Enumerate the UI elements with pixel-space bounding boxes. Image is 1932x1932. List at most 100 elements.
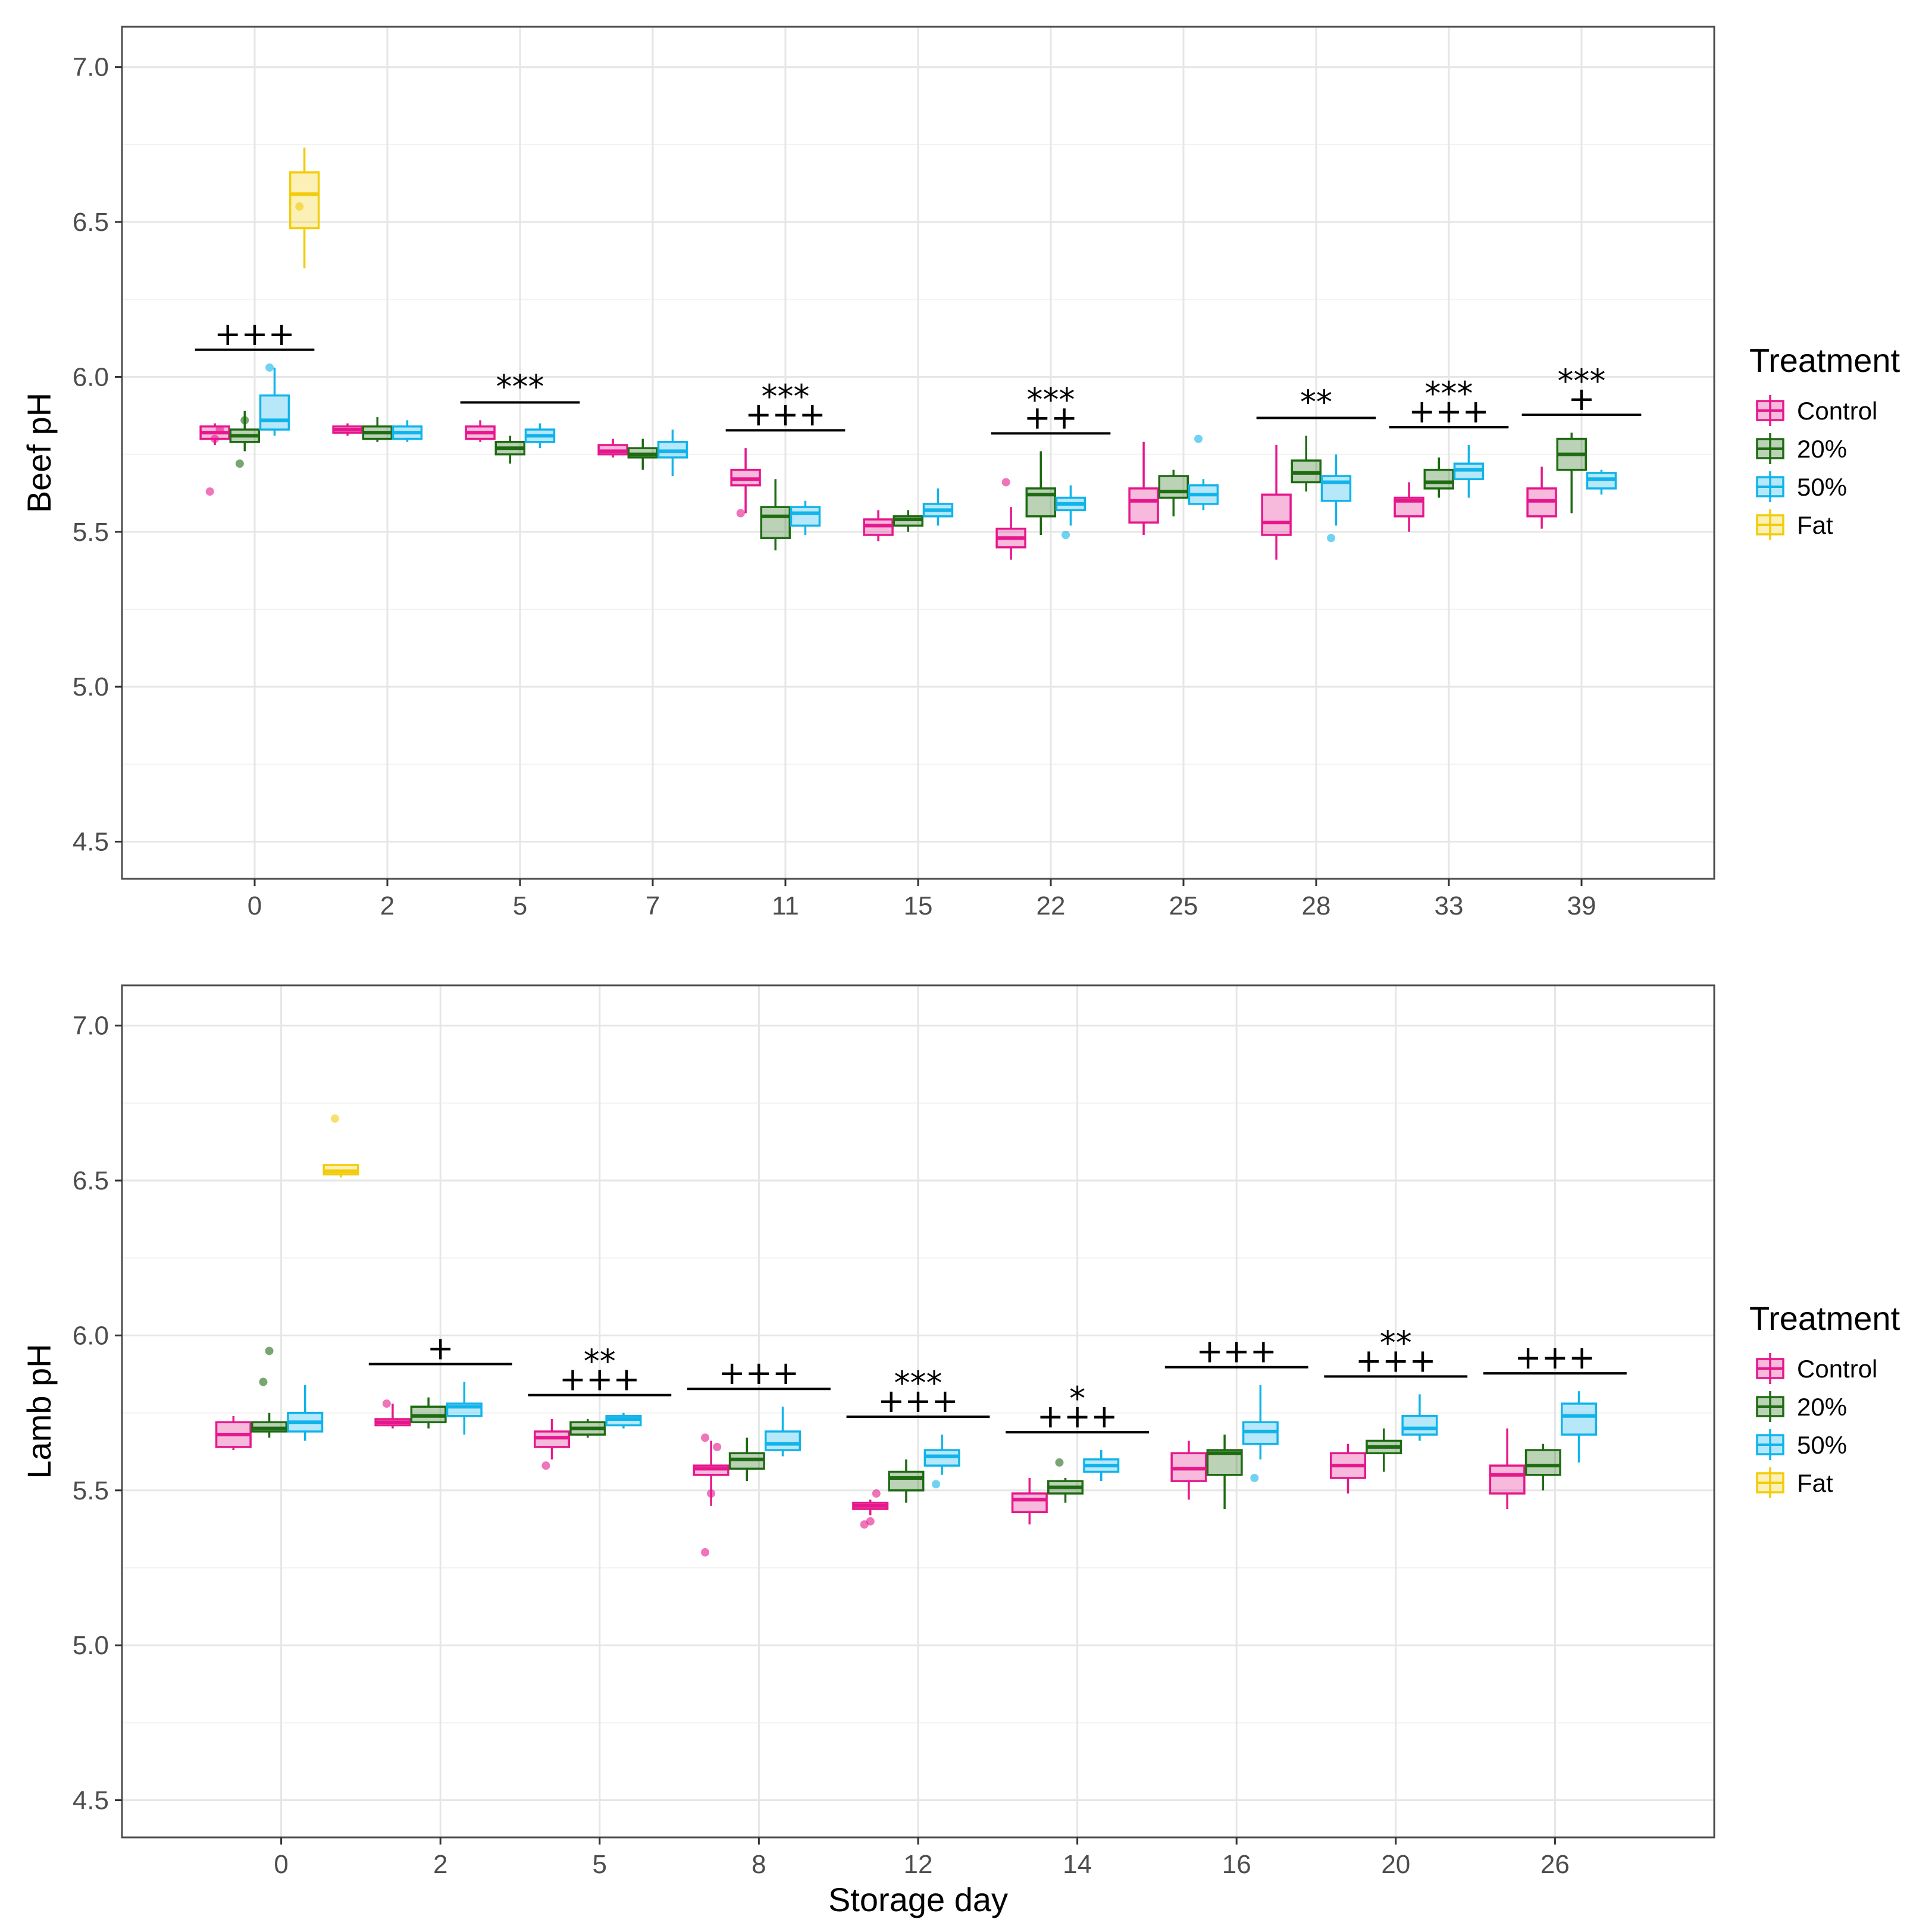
lamb-y-axis-title: Lamb pH [20,1344,58,1479]
lamb-box-control [534,1419,571,1470]
beef-x-tick-label: 11 [772,891,799,920]
box [1401,1415,1438,1436]
significance-plus: +++ [745,396,826,433]
significance-plus: +++ [1196,1333,1277,1370]
lamb-box-control [374,1399,411,1429]
beef-box-20pct [1025,451,1056,535]
beef-x-tick-label: 22 [1037,891,1066,920]
beef-box-20pct [1158,469,1189,516]
lamb-box-fat [322,1114,359,1178]
beef-x-tick-label: 28 [1302,891,1331,920]
data-point [235,459,244,468]
lamb-x-tick-label: 20 [1381,1850,1410,1879]
data-point [701,1433,710,1442]
box [765,1430,801,1451]
beef-box-50pct [1453,444,1485,498]
lamb-significance-1: + [368,1330,512,1367]
lamb-y-tick-label: 5.5 [73,1476,109,1505]
beef-legend-title: Treatment [1749,342,1900,379]
lamb-box-50pct [923,1435,960,1489]
beef-legend-item-20pct: 20% [1756,433,1847,464]
beef-significance-4: +++*** [725,378,846,433]
lamb-box-control [852,1489,889,1529]
lamb-legend-title: Treatment [1749,1300,1900,1337]
beef-box-control [995,478,1026,560]
lamb-significance-7: +++** [1324,1324,1468,1379]
beef-box-control [1128,441,1159,535]
lamb-significance-5: +++* [1006,1380,1150,1435]
lamb-legend-item-50pct: 50% [1756,1429,1847,1460]
beef-box-control [1261,444,1292,560]
data-point [211,434,220,443]
lamb-box-control [1489,1428,1526,1510]
box [1320,475,1352,502]
beef-box-20pct [760,479,791,551]
box [1128,487,1159,524]
beef-box-control [465,420,496,442]
lamb-box-50pct [446,1382,483,1435]
beef-x-tick-label: 7 [646,891,660,920]
significance-plus: +++ [559,1361,640,1398]
beef-y-tick-label: 6.0 [73,362,109,392]
lamb-box-20pct [728,1438,765,1482]
lamb-legend-item-fat: Fat [1756,1467,1833,1498]
data-point [866,1517,875,1526]
legend-label: Control [1797,397,1877,425]
lamb-box-20pct [410,1397,447,1429]
beef-box-20pct [1556,433,1587,513]
box [790,506,821,527]
beef-box-20pct [1423,457,1454,498]
lamb-box-50pct [1401,1394,1438,1441]
legend-label: 20% [1797,1393,1847,1421]
lamb-box-control [1330,1443,1367,1493]
box [1489,1464,1526,1495]
data-point [1327,534,1336,543]
beef-box-control [199,423,230,496]
lamb-box-50pct [287,1385,324,1441]
data-point [215,425,224,434]
beef-y-tick-label: 4.5 [73,828,109,857]
data-point [713,1442,722,1451]
data-point [1250,1473,1259,1482]
beef-y-tick-label: 5.0 [73,672,109,702]
beef-legend-item-fat: Fat [1756,509,1833,540]
significance-plus: ** [1300,383,1332,421]
legend-label: 50% [1797,473,1847,501]
beef-x-tick-label: 5 [513,891,527,920]
beef-y-tick-label: 7.0 [73,53,109,82]
beef-box-50pct [790,500,821,535]
beef-legend-item-control: Control [1756,395,1877,426]
lamb-box-50pct [1561,1391,1598,1463]
lamb-box-20pct [251,1347,288,1438]
significance-plus: +++ [719,1354,800,1392]
beef-box-50pct [392,420,423,442]
beef-significance-8: ** [1256,383,1376,421]
lamb-grid [122,985,1714,1837]
beef-significance-9: +++*** [1389,375,1509,430]
beef-box-20pct [893,510,923,532]
beef-box-20pct [1291,436,1322,492]
lamb-box-control [1011,1477,1048,1525]
data-point [205,487,214,496]
significance-plus: +++ [1037,1398,1118,1435]
beef-box-50pct [1320,454,1352,543]
box [289,171,320,230]
beef-box-50pct [524,423,556,449]
data-point [265,1347,274,1355]
box [1423,468,1454,490]
box [1261,493,1292,536]
legend-label: Fat [1797,1469,1833,1497]
lamb-box-50pct [605,1413,642,1429]
beef-legend-item-50pct: 50% [1756,471,1847,502]
significance-stars: *** [762,378,810,415]
data-point [295,202,304,211]
lamb-y-tick-label: 4.5 [73,1786,109,1815]
lamb-significance-2: +++** [528,1343,672,1398]
box [760,506,791,539]
legend-label: Control [1797,1355,1877,1383]
significance-plus: +++ [214,315,295,353]
lamb-box-20pct [1047,1458,1084,1503]
data-point [259,1377,268,1386]
box [1524,1449,1561,1476]
